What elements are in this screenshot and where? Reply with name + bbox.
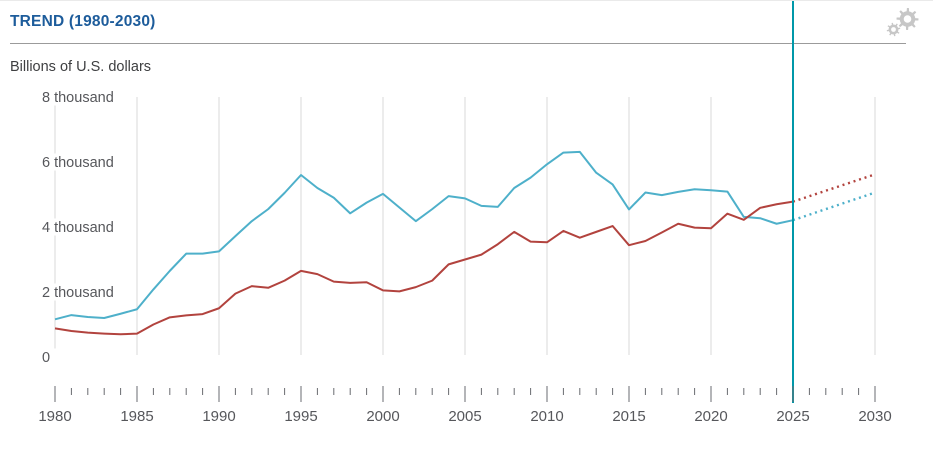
x-axis-label: 2005	[448, 408, 481, 425]
x-axis-label: 2000	[366, 408, 399, 425]
x-axis-label: 1995	[284, 408, 317, 425]
gear-shape	[896, 8, 919, 30]
x-axis-label: 2025	[776, 408, 809, 425]
y-axis-label: 4 thousand	[42, 220, 114, 236]
red-series-projection	[792, 173, 876, 203]
y-axis-label: 0	[42, 350, 50, 366]
y-axis-label: 2 thousand	[42, 285, 114, 301]
x-axis-label: 2020	[694, 408, 727, 425]
gear-icon	[886, 8, 919, 37]
x-axis-label: 1980	[38, 408, 71, 425]
red-series-line	[54, 200, 794, 336]
y-label-mask	[39, 348, 124, 366]
y-label-mask	[39, 218, 124, 236]
y-axis-label: 8 thousand	[42, 90, 114, 106]
y-label-mask	[39, 88, 124, 106]
blue-series-line	[54, 150, 794, 321]
y-label-mask	[39, 283, 124, 301]
y-axis-label: 6 thousand	[42, 155, 114, 171]
x-axis-label: 2015	[612, 408, 645, 425]
unit-label: Billions of U.S. dollars	[10, 59, 152, 75]
settings-button[interactable]	[884, 5, 922, 41]
gear-shape	[886, 22, 901, 37]
x-axis-label: 2010	[530, 408, 563, 425]
header-divider	[10, 43, 906, 44]
x-axis-label: 1990	[202, 408, 235, 425]
chart-title: TREND (1980-2030)	[10, 13, 156, 30]
x-axis-label: 1985	[120, 408, 153, 425]
y-label-mask	[39, 153, 124, 171]
x-axis-label: 2030	[858, 408, 891, 425]
